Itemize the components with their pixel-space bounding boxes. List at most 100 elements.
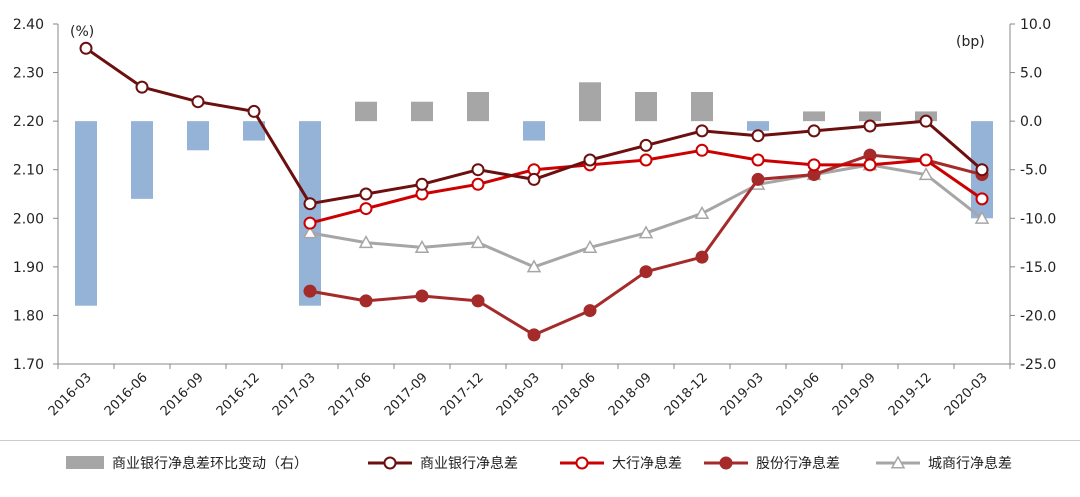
- right-tick-label: -5.0: [1020, 163, 1047, 179]
- x-tick-label: 2018-09: [606, 370, 655, 419]
- left-axis-ticks: 2.40 2.30 2.20 2.10 2.00 1.90 1.80 1.70: [13, 17, 58, 373]
- x-tick-label: 2019-12: [886, 370, 935, 419]
- x-tick-label: 2017-06: [326, 370, 375, 419]
- right-tick-label: 10.0: [1020, 17, 1051, 33]
- point-2018-09: [638, 225, 654, 239]
- x-tick-label: 2018-12: [662, 370, 711, 419]
- point-2018-03: [527, 328, 541, 342]
- point-2018-12: [695, 124, 709, 138]
- point-2017-06: [359, 187, 373, 201]
- legend-label: 城商行净息差: [928, 455, 1012, 472]
- x-tick-label: 2016-09: [158, 370, 207, 419]
- point-2019-03: [751, 172, 765, 186]
- bar-2017-12: [467, 92, 489, 122]
- bar-2018-03: [523, 121, 545, 141]
- left-tick-label: 1.80: [13, 308, 44, 324]
- point-2016-06: [135, 80, 149, 94]
- point-2017-12: [471, 163, 485, 177]
- point-2019-12: [919, 114, 933, 128]
- point-2017-09: [415, 289, 429, 303]
- left-tick-label: 2.00: [13, 211, 44, 227]
- point-2020-03: [975, 163, 989, 177]
- point-2017-12: [470, 235, 486, 249]
- x-tick-label: 2020-03: [942, 370, 991, 419]
- legend-label: 商业银行净息差环比变动（右）: [112, 455, 308, 472]
- x-tick-label: 2018-03: [494, 370, 543, 419]
- point-2018-09: [639, 138, 653, 152]
- right-axis-ticks: 10.0 5.0 0.0 -5.0 -10.0 -15.0 -20.0 -25.0: [1010, 17, 1056, 373]
- bar-2019-03: [747, 121, 769, 131]
- legend-item-商业银行净息差: 商业银行净息差: [368, 455, 518, 472]
- legend-label: 商业银行净息差: [420, 455, 518, 472]
- point-2019-03: [751, 129, 765, 143]
- x-tick-label: 2017-12: [438, 370, 487, 419]
- x-tick-label: 2017-09: [382, 370, 431, 419]
- point-2018-03: [526, 259, 542, 273]
- legend-marker: [575, 456, 589, 470]
- point-2020-03: [975, 192, 989, 206]
- bar-series: [75, 82, 993, 306]
- legend-separator: [0, 440, 1080, 441]
- point-2017-09: [415, 177, 429, 191]
- legend-item-大行净息差: 大行净息差: [560, 455, 682, 472]
- point-2017-03: [302, 225, 318, 239]
- x-tick-label: 2019-06: [774, 370, 823, 419]
- point-2017-09: [414, 239, 430, 253]
- left-tick-label: 2.30: [13, 66, 44, 82]
- right-tick-label: -25.0: [1020, 357, 1056, 373]
- point-2018-06: [582, 239, 598, 253]
- point-2018-09: [639, 265, 653, 279]
- point-2018-06: [583, 153, 597, 167]
- bar-2018-09: [635, 92, 657, 122]
- legend-marker: [890, 455, 906, 469]
- point-2019-03: [751, 153, 765, 167]
- x-tick-label: 2019-03: [718, 370, 767, 419]
- point-2018-12: [694, 205, 710, 219]
- x-tick-label: 2016-12: [214, 370, 263, 419]
- bar-2018-06: [579, 82, 601, 122]
- bar-2017-03: [299, 121, 321, 306]
- point-2019-12: [919, 153, 933, 167]
- point-2017-12: [471, 294, 485, 308]
- point-2017-03: [303, 216, 317, 230]
- point-2017-03: [303, 284, 317, 298]
- legend-label: 股份行净息差: [756, 455, 840, 472]
- point-2018-09: [639, 153, 653, 167]
- left-tick-label: 2.20: [13, 114, 44, 130]
- x-tick-label: 2016-06: [102, 370, 151, 419]
- legend-swatch: [66, 456, 104, 469]
- point-2016-03: [79, 41, 93, 55]
- left-tick-label: 2.40: [13, 17, 44, 33]
- bar-2016-06: [131, 121, 153, 199]
- point-2018-12: [695, 143, 709, 157]
- point-2019-09: [863, 158, 877, 172]
- legend-item-股份行净息差: 股份行净息差: [704, 455, 840, 472]
- x-axis-ticks: 2016-03 2016-06 2016-09 2016-12 2017-03 2017-…: [46, 370, 991, 419]
- left-tick-label: 1.90: [13, 260, 44, 276]
- line-series: [79, 41, 990, 342]
- point-2018-12: [695, 250, 709, 264]
- bar-2016-12: [243, 121, 265, 141]
- bar-2017-06: [355, 101, 377, 122]
- point-2016-12: [247, 104, 261, 118]
- legend: 商业银行净息差环比变动（右） 商业银行净息差 大行净息差 股份行净息差 城商行净息差: [66, 455, 1012, 472]
- right-tick-label: 5.0: [1020, 66, 1042, 82]
- point-2018-06: [583, 304, 597, 318]
- x-tick-label: 2017-03: [270, 370, 319, 419]
- x-tick-label: 2018-06: [550, 370, 599, 419]
- point-2019-06: [807, 158, 821, 172]
- point-2016-09: [191, 95, 205, 109]
- bar-2016-09: [187, 121, 209, 151]
- right-tick-label: -10.0: [1020, 211, 1056, 227]
- point-2017-06: [359, 294, 373, 308]
- left-tick-label: 2.10: [13, 163, 44, 179]
- legend-label: 大行净息差: [612, 455, 682, 472]
- left-tick-label: 1.70: [13, 357, 44, 373]
- axes: [57, 24, 1011, 369]
- right-tick-label: 0.0: [1020, 114, 1042, 130]
- point-2018-03: [527, 172, 541, 186]
- point-2017-03: [303, 197, 317, 211]
- x-tick-label: 2019-09: [830, 370, 879, 419]
- left-axis-unit: (%): [70, 24, 94, 40]
